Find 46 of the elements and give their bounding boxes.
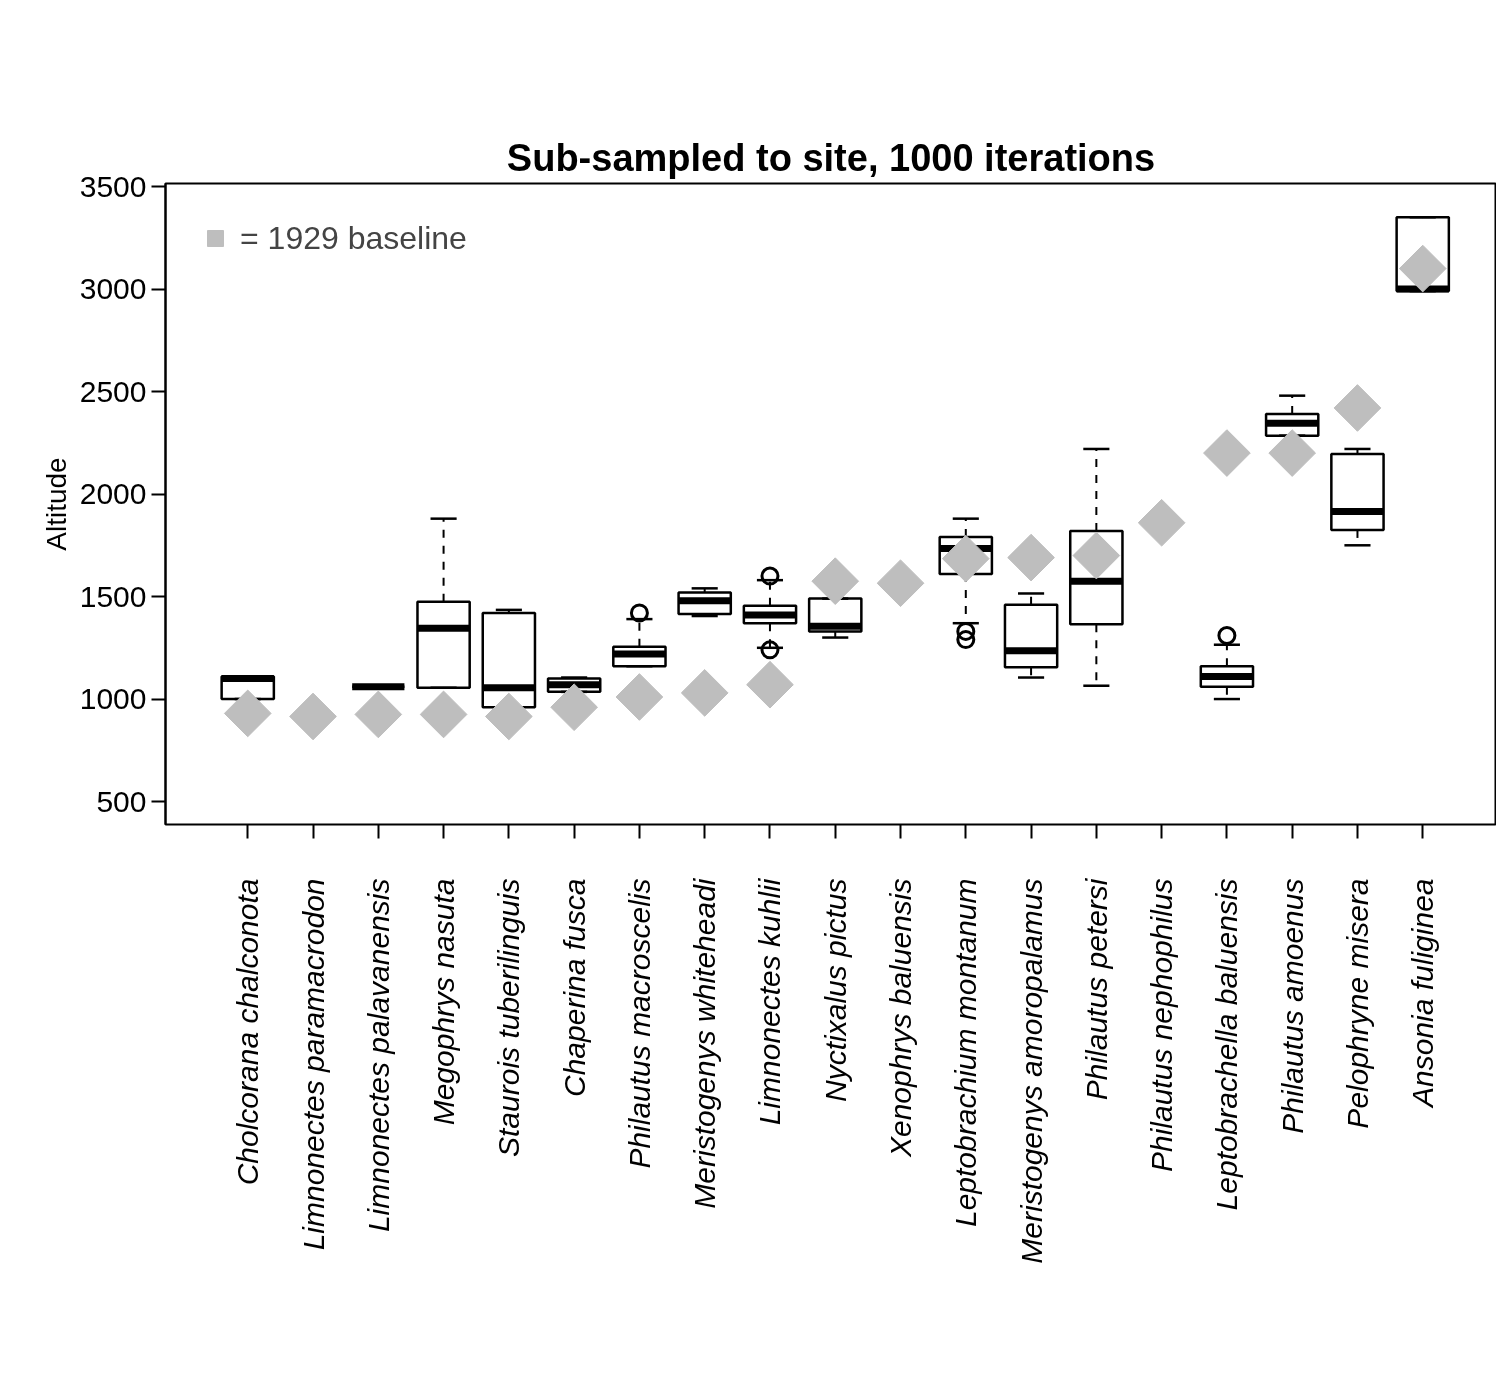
y-tick-label: 500 bbox=[96, 784, 147, 818]
x-tick-label: Leptobrachium montanum bbox=[949, 878, 983, 1228]
y-tick-label: 3500 bbox=[79, 169, 147, 203]
x-tick-label: Cholcorana chalconota bbox=[231, 878, 265, 1186]
x-tick-label: Ansonia fuliginea bbox=[1406, 878, 1440, 1109]
point bbox=[354, 690, 403, 739]
x-tick-label: Philautus nephophilus bbox=[1145, 878, 1179, 1173]
y-tick-label: 2000 bbox=[79, 477, 147, 511]
point bbox=[1137, 498, 1186, 547]
x-tick-label: Meristogenys whiteheadi bbox=[688, 877, 722, 1209]
x-tick-label: Meristogenys amoropalamus bbox=[1014, 878, 1048, 1264]
x-tick-label: Megophrys nasuta bbox=[427, 878, 461, 1126]
point bbox=[1333, 384, 1382, 432]
x-tick-label: Chaperina fusca bbox=[557, 878, 591, 1097]
x-tick-label: Nyctixalus pictus bbox=[818, 878, 852, 1102]
chart-title: Sub-sampled to site, 1000 iterations bbox=[506, 136, 1156, 179]
x-tick-label: Limnonectes kuhlii bbox=[753, 877, 787, 1126]
legend-label: = 1929 baseline bbox=[240, 219, 467, 257]
point bbox=[615, 673, 664, 721]
x-tick-label: Philautus petersi bbox=[1079, 877, 1113, 1101]
point bbox=[550, 683, 598, 732]
x-tick-label: Limnonectes palavanensis bbox=[361, 878, 395, 1233]
point bbox=[419, 690, 468, 739]
y-tick-label: 3000 bbox=[79, 272, 147, 306]
y-tick-label: 1000 bbox=[79, 682, 147, 716]
point bbox=[876, 559, 925, 608]
x-tick-label: Leptobrachella baluensis bbox=[1210, 878, 1244, 1211]
point bbox=[680, 669, 729, 717]
x-tick-label: Philautus macroscelis bbox=[622, 878, 656, 1169]
point bbox=[1203, 429, 1251, 477]
point bbox=[746, 660, 794, 709]
x-tick-label: Staurois tuberilinguis bbox=[492, 878, 526, 1157]
x-tick-label: Xenophrys baluensis bbox=[884, 878, 918, 1159]
point bbox=[289, 692, 337, 741]
point bbox=[811, 557, 860, 606]
point bbox=[223, 689, 272, 738]
y-tick-label: 1500 bbox=[79, 579, 147, 613]
x-tick-label: Pelophryne misera bbox=[1340, 878, 1374, 1129]
x-tick-label: Limnonectes paramacrodon bbox=[296, 878, 330, 1251]
point bbox=[485, 692, 533, 741]
y-axis-title: Altitude bbox=[40, 457, 72, 551]
point bbox=[1007, 533, 1055, 582]
point bbox=[941, 534, 990, 583]
y-tick-label: 2500 bbox=[79, 374, 147, 408]
point bbox=[1268, 429, 1317, 477]
x-tick-label: Philautus amoenus bbox=[1275, 878, 1309, 1134]
